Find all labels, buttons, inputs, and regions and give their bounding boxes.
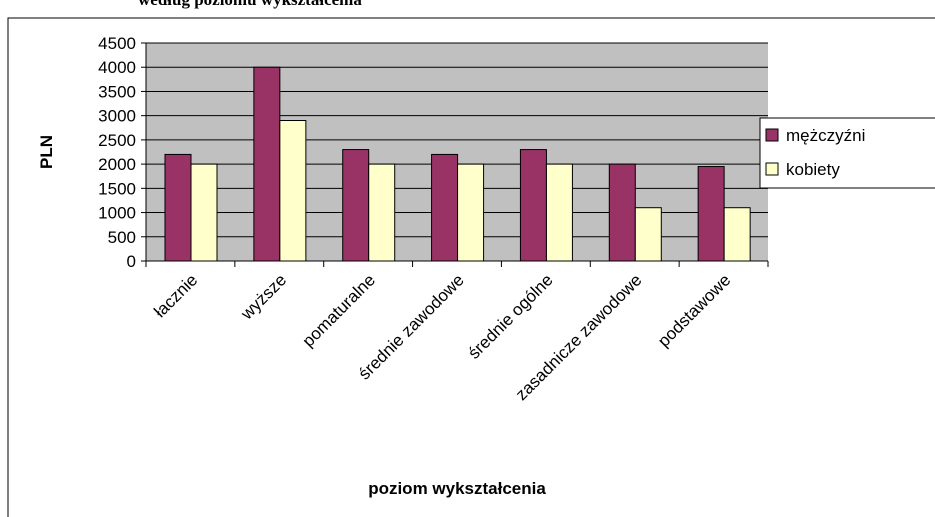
legend-swatch [765, 128, 779, 142]
bar [164, 153, 192, 262]
bar [253, 66, 281, 262]
bar [368, 163, 396, 262]
bar [634, 207, 662, 262]
y-tick-label: 2000 [98, 155, 136, 174]
y-axis-title: PLN [37, 135, 56, 169]
y-tick-label: 0 [127, 252, 136, 271]
bar [342, 149, 370, 262]
bar [697, 166, 725, 262]
y-tick-label: 4000 [98, 58, 136, 77]
legend-box [759, 117, 935, 189]
legend-label: mężczyźni [786, 126, 865, 145]
bar [279, 120, 307, 262]
y-tick-label: 2500 [98, 131, 136, 150]
bar [519, 149, 547, 262]
y-tick-label: 3000 [98, 107, 136, 126]
bar [545, 163, 573, 262]
y-tick-label: 1000 [98, 204, 136, 223]
x-axis-title: poziom wykształcenia [368, 479, 546, 498]
y-tick-label: 1500 [98, 179, 136, 198]
bar [457, 163, 485, 262]
bar [190, 163, 218, 262]
legend-swatch [765, 162, 779, 176]
y-tick-label: 500 [108, 228, 136, 247]
chart-title: według poziomu wykształcenia [138, 0, 362, 9]
bar [723, 207, 751, 262]
y-tick-label: 4500 [98, 34, 136, 53]
y-tick-label: 3500 [98, 82, 136, 101]
bar [608, 163, 636, 262]
bar [431, 153, 459, 262]
legend-label: kobiety [786, 160, 840, 179]
